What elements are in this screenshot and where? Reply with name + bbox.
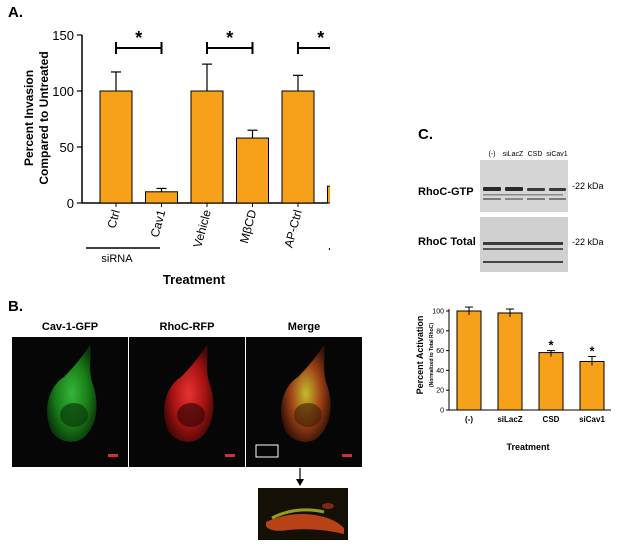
panel-c-bar-chart: 0 20 40 60 80 100 (-) siLacZ CSD * siCav1 * Percent… — [415, 306, 611, 452]
panel-a-bar — [281, 90, 315, 204]
kda-marker-gtp: -22 kDa — [572, 181, 604, 191]
panel-a-xtick-label: MβCD — [237, 208, 259, 245]
panel-a-ylabel-1: Percent Invasion — [22, 70, 36, 166]
panel-a-ytick-label: 150 — [52, 28, 74, 43]
panel-c-bar — [579, 360, 605, 411]
panel-c-ytick-label: 0 — [440, 408, 444, 415]
panel-c-xtick-label: siLacZ — [497, 415, 522, 424]
lane-label-neg: (-) — [488, 151, 496, 158]
panel-a-ylabel-2: Compared to Untreated — [37, 51, 51, 184]
rhoc-rfp-image — [129, 337, 245, 467]
panel-c-ytick-label: 60 — [436, 348, 444, 355]
panel-c-bar — [538, 352, 564, 411]
panel-a-bar — [99, 90, 133, 204]
sirna-group-label: siRNA — [101, 253, 133, 265]
panel-a-letter: A. — [8, 4, 23, 21]
rhoc-gtp-label: RhoC-GTP — [418, 186, 474, 198]
panel-a-bar — [236, 137, 269, 204]
rhoc-gtp-blot — [480, 160, 568, 212]
panel-a-xtick-label: Vehicle — [190, 208, 214, 249]
cav1-gfp-label: Cav-1-GFP — [41, 321, 99, 333]
rhoc-total-blot — [480, 217, 568, 272]
panel-c-xlabel: Treatment — [506, 442, 549, 452]
panel-c-sig-star: * — [548, 338, 554, 353]
panel-c-ytick-label: 20 — [436, 388, 444, 395]
kda-marker-total: -22 kDa — [572, 237, 604, 247]
merge-zoom-image — [258, 488, 348, 540]
panel-c-bar — [456, 310, 482, 411]
panel-a-ytick-label: 50 — [60, 140, 74, 155]
lane-label-sicav1: siCav1 — [546, 151, 568, 158]
panel-a-ytick-label: 100 — [52, 84, 74, 99]
panel-b-letter: B. — [8, 298, 23, 315]
lane-label-silacz: siLacZ — [502, 151, 524, 158]
panel-a-xlabel: Treatment — [163, 272, 226, 287]
rhoc-rfp-label: RhoC-RFP — [159, 321, 215, 333]
panel-a-bar — [327, 185, 330, 204]
merge-image — [246, 337, 362, 467]
panel-c-xtick-label: CSD — [543, 415, 560, 424]
panel-a-sig-star: * — [135, 28, 142, 48]
panel-c-ytick-label: 100 — [432, 309, 444, 316]
panel-a-sig-star: * — [317, 28, 324, 48]
panel-a-xtick-label: AP-Ctrl — [281, 208, 305, 249]
panel-c-ylabel-1: Percent Activation — [415, 316, 425, 395]
merge-label: Merge — [287, 321, 321, 333]
panel-c-letter: C. — [418, 126, 433, 143]
panel-a-xtick-label: Ctrl — [105, 208, 123, 230]
cav1-gfp-image — [12, 337, 128, 467]
zoom-arrow-icon — [296, 468, 304, 486]
panel-a-bar-chart: 0 50 100 150 Ctrl Cav1 Vehicle MβCD AP-Ctrl AP-CS… — [22, 28, 330, 287]
panel-a-xtick-label: AP-CSD — [325, 208, 330, 256]
rhoc-total-label: RhoC Total — [418, 236, 476, 248]
panel-c-ylabel-2: (Normalized to Total RhoC) — [429, 323, 435, 387]
panel-c-bar — [497, 312, 523, 411]
panel-a-bar — [190, 90, 224, 204]
panel-c-ytick-label: 40 — [436, 368, 444, 375]
panel-a-xtick-label: Cav1 — [148, 208, 169, 239]
zoom-region-box — [255, 444, 279, 458]
panel-a-sig-star: * — [226, 28, 233, 48]
panel-c-xtick-label: siCav1 — [579, 415, 605, 424]
lane-label-csd: CSD — [527, 151, 543, 158]
panel-c-ytick-label: 80 — [436, 328, 444, 335]
panel-c-sig-star: * — [589, 344, 595, 359]
panel-a-bar — [145, 191, 178, 204]
panel-c-xtick-label: (-) — [465, 415, 473, 424]
panel-a-ytick-label: 0 — [67, 196, 74, 211]
